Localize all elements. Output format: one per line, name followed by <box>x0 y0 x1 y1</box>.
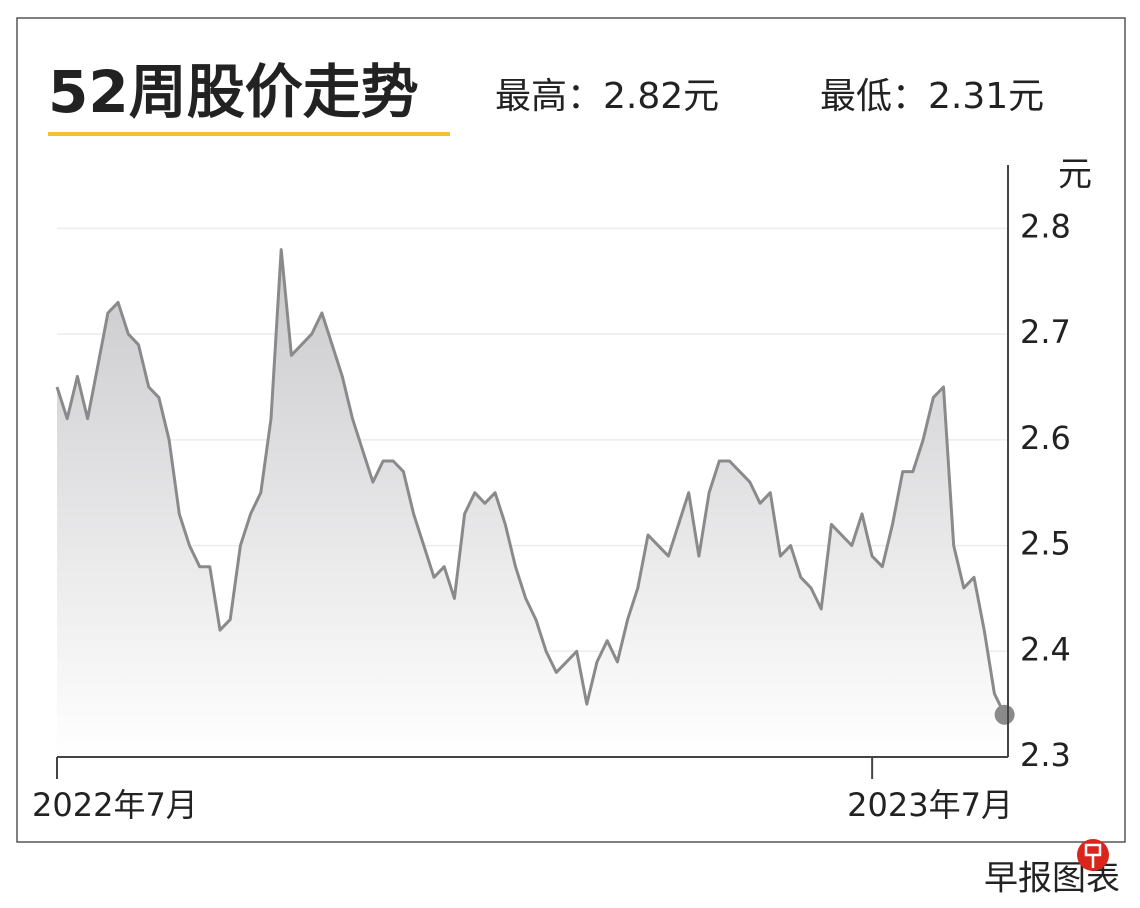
x-tick-label: 2022年7月 <box>32 786 198 824</box>
y-tick-label: 2.8 <box>1020 207 1071 245</box>
logo <box>1077 839 1109 871</box>
frame <box>16 17 1126 843</box>
y-tick-label: 2.3 <box>1020 736 1071 774</box>
end-point <box>994 704 1015 725</box>
y-tick-label: 2.4 <box>1020 630 1071 668</box>
annotation: 最低：2.31元 <box>820 76 1044 117</box>
chart-title: 52周股价走势 <box>48 58 419 126</box>
line <box>55 248 1006 716</box>
annotation: 最高：2.82元 <box>495 76 719 117</box>
x-tick-label: 2023年7月 <box>847 786 1013 824</box>
y-tick-label: 2.6 <box>1020 419 1071 457</box>
y-tick-label: 2.7 <box>1020 313 1071 351</box>
y-axis-label: 元 <box>1058 155 1092 195</box>
y-tick-label: 2.5 <box>1020 525 1071 563</box>
area <box>57 249 1005 757</box>
title-underline <box>48 132 450 136</box>
